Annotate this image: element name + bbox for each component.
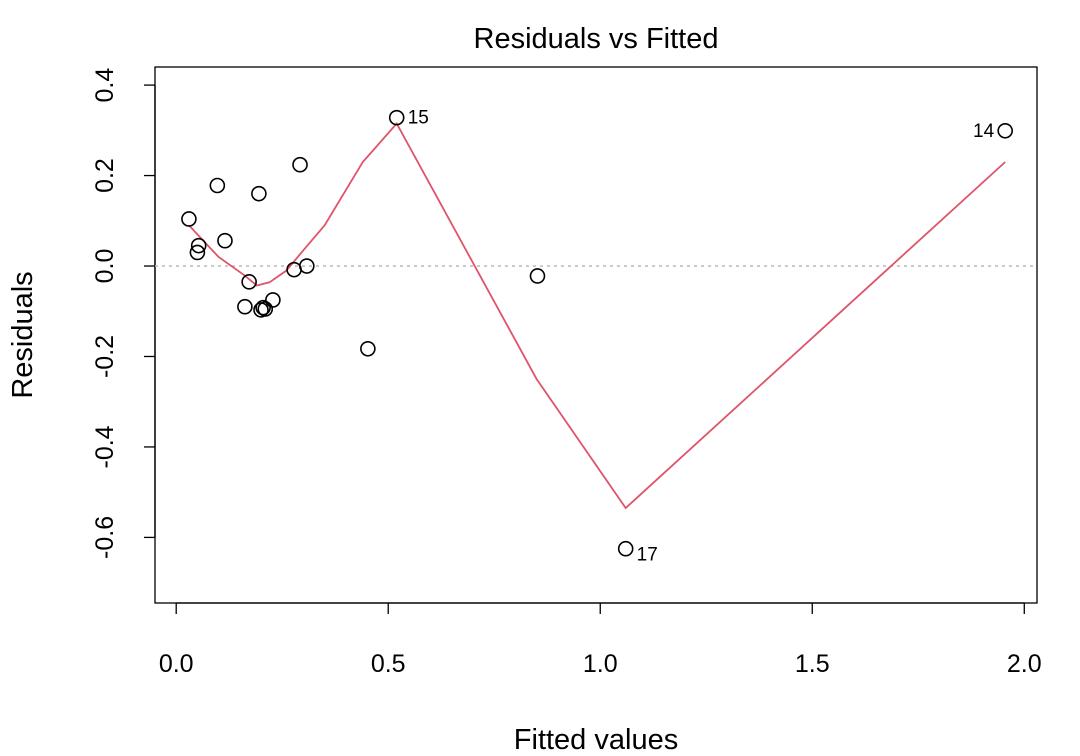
data-point — [997, 122, 1013, 139]
data-point — [286, 261, 302, 278]
x-tick-label: 0.5 — [371, 650, 406, 678]
x-axis: 0.0 0.5 1.0 1.5 2.0 — [159, 602, 1042, 678]
data-point — [529, 268, 546, 284]
y-tick-label: -0.2 — [91, 335, 119, 378]
data-point — [360, 340, 376, 357]
smooth-trend-line — [188, 121, 1006, 510]
data-point — [209, 177, 226, 194]
x-tick-label: 1.0 — [583, 650, 618, 678]
y-axis-label: Residuals — [7, 271, 39, 398]
y-tick-label: -0.4 — [91, 425, 119, 468]
data-point — [299, 258, 315, 274]
data-point — [217, 232, 233, 249]
data-point — [237, 298, 253, 315]
point-label: 15 — [408, 108, 429, 129]
x-tick-label: 1.5 — [795, 650, 830, 678]
data-point — [251, 185, 267, 202]
data-point — [189, 244, 206, 261]
y-tick-label: 0.4 — [91, 68, 119, 103]
data-point — [617, 540, 634, 557]
x-axis-label: Fitted values — [514, 724, 678, 756]
y-axis: -0.6 -0.4 -0.2 0.0 0.2 0.4 — [91, 68, 156, 559]
data-point — [241, 274, 257, 290]
data-points: 15 17 14 — [181, 108, 1013, 566]
data-point — [255, 299, 271, 316]
point-label: 14 — [973, 121, 995, 142]
data-point — [190, 237, 207, 254]
y-tick-label: 0.0 — [91, 249, 119, 284]
x-tick-label: 0.0 — [159, 650, 194, 678]
data-point — [265, 292, 281, 308]
data-point — [181, 211, 197, 227]
data-point — [292, 156, 308, 173]
x-tick-label: 2.0 — [1007, 650, 1042, 678]
chart-title: Residuals vs Fitted — [474, 23, 719, 55]
data-point — [257, 301, 274, 317]
y-tick-label: -0.6 — [91, 516, 119, 559]
point-label: 17 — [637, 545, 658, 566]
plot-box — [154, 66, 1038, 604]
y-tick-label: 0.2 — [91, 158, 119, 193]
data-point — [388, 109, 405, 126]
